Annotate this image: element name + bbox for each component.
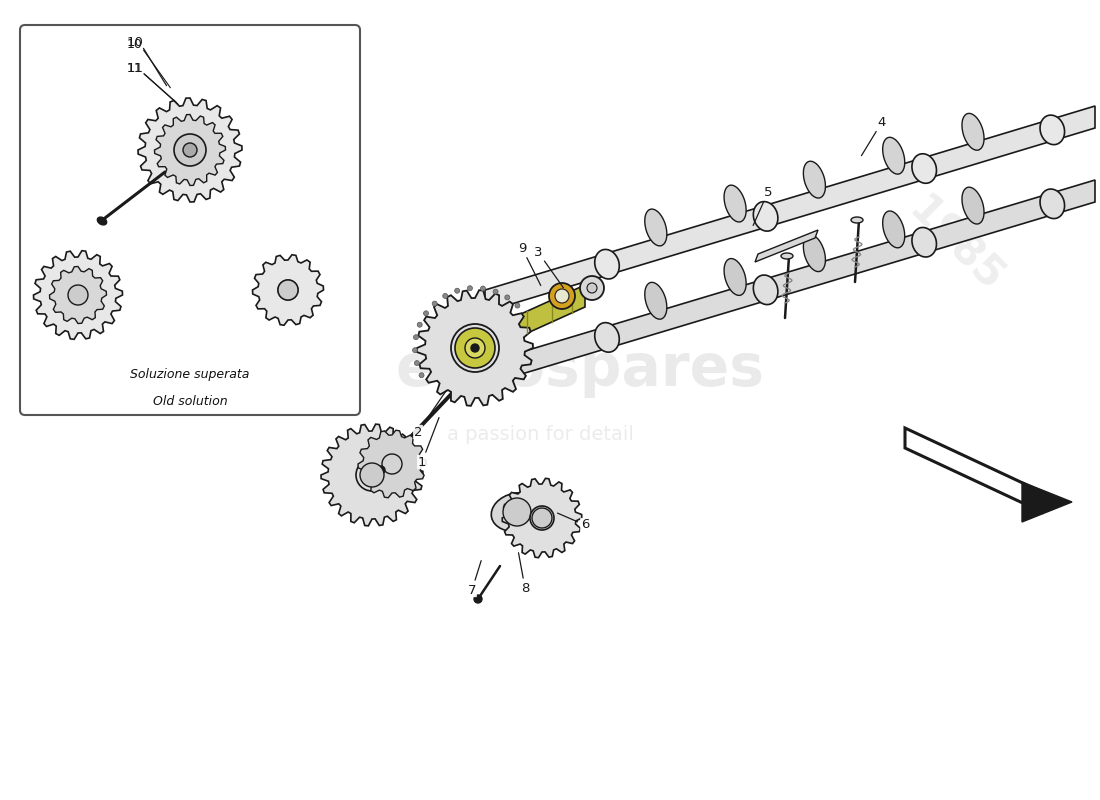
Text: 1985: 1985 — [899, 190, 1011, 301]
Polygon shape — [503, 478, 582, 558]
Ellipse shape — [595, 322, 619, 352]
Polygon shape — [485, 180, 1094, 385]
Ellipse shape — [962, 114, 984, 150]
Circle shape — [481, 286, 485, 291]
Ellipse shape — [97, 217, 107, 225]
Ellipse shape — [1040, 189, 1065, 218]
Circle shape — [465, 338, 485, 358]
Text: 5: 5 — [754, 186, 772, 226]
Polygon shape — [33, 250, 122, 339]
Circle shape — [432, 301, 437, 306]
Circle shape — [455, 328, 495, 368]
Ellipse shape — [962, 187, 984, 224]
Ellipse shape — [781, 253, 793, 259]
Polygon shape — [512, 285, 585, 340]
Circle shape — [451, 324, 499, 372]
Ellipse shape — [595, 250, 619, 279]
Circle shape — [471, 344, 478, 352]
Circle shape — [532, 508, 552, 528]
Text: 6: 6 — [558, 513, 590, 531]
Circle shape — [360, 463, 384, 487]
Polygon shape — [138, 98, 242, 202]
Circle shape — [493, 289, 498, 294]
Polygon shape — [358, 430, 426, 498]
Polygon shape — [253, 254, 323, 326]
Text: 2: 2 — [414, 390, 447, 438]
Ellipse shape — [851, 217, 864, 223]
Polygon shape — [485, 106, 1094, 312]
Circle shape — [382, 454, 402, 474]
Circle shape — [580, 276, 604, 300]
Circle shape — [278, 280, 298, 300]
Text: a passion for detail: a passion for detail — [447, 426, 634, 445]
Ellipse shape — [724, 185, 746, 222]
Circle shape — [174, 134, 206, 166]
Text: 10: 10 — [128, 38, 143, 51]
Circle shape — [419, 373, 424, 378]
Text: Soluzione superata: Soluzione superata — [130, 368, 250, 381]
Circle shape — [505, 295, 509, 300]
Circle shape — [556, 289, 569, 303]
Circle shape — [424, 311, 429, 316]
Ellipse shape — [1040, 115, 1065, 145]
Circle shape — [587, 283, 597, 293]
Circle shape — [474, 595, 482, 603]
Ellipse shape — [754, 275, 778, 305]
Circle shape — [515, 303, 520, 308]
Circle shape — [172, 132, 208, 168]
Text: 4: 4 — [861, 115, 887, 156]
Polygon shape — [50, 266, 107, 323]
Ellipse shape — [645, 209, 667, 246]
Ellipse shape — [754, 202, 778, 231]
Circle shape — [503, 498, 531, 526]
Ellipse shape — [912, 154, 936, 183]
Circle shape — [468, 286, 472, 290]
Text: Old solution: Old solution — [153, 395, 228, 408]
Text: eurospares: eurospares — [396, 342, 764, 398]
Text: 9: 9 — [518, 242, 541, 286]
Circle shape — [549, 283, 575, 309]
Circle shape — [183, 143, 197, 157]
Text: 7: 7 — [468, 561, 481, 597]
Ellipse shape — [803, 162, 825, 198]
Circle shape — [70, 287, 86, 303]
Circle shape — [454, 288, 460, 294]
Ellipse shape — [724, 258, 746, 295]
Circle shape — [530, 506, 554, 530]
Ellipse shape — [912, 227, 936, 257]
Polygon shape — [1022, 482, 1072, 522]
Text: 8: 8 — [518, 553, 529, 594]
Circle shape — [417, 322, 422, 327]
Circle shape — [415, 361, 419, 366]
Circle shape — [278, 280, 298, 300]
Text: 11: 11 — [126, 62, 143, 74]
Ellipse shape — [645, 282, 667, 319]
Circle shape — [68, 285, 88, 305]
Polygon shape — [321, 424, 424, 526]
Circle shape — [412, 348, 418, 353]
Ellipse shape — [803, 234, 825, 272]
Polygon shape — [417, 290, 534, 406]
Circle shape — [377, 466, 385, 474]
Ellipse shape — [882, 211, 904, 248]
FancyBboxPatch shape — [20, 25, 360, 415]
Circle shape — [178, 138, 202, 162]
Text: 1: 1 — [418, 418, 439, 469]
Polygon shape — [154, 114, 226, 186]
Circle shape — [414, 334, 418, 340]
Circle shape — [356, 459, 388, 491]
Text: 3: 3 — [534, 246, 563, 288]
Text: 10: 10 — [126, 35, 143, 49]
Circle shape — [65, 282, 91, 308]
Ellipse shape — [492, 493, 542, 531]
Polygon shape — [755, 230, 818, 262]
Ellipse shape — [882, 138, 904, 174]
Circle shape — [442, 294, 448, 298]
Text: 11: 11 — [128, 62, 143, 74]
